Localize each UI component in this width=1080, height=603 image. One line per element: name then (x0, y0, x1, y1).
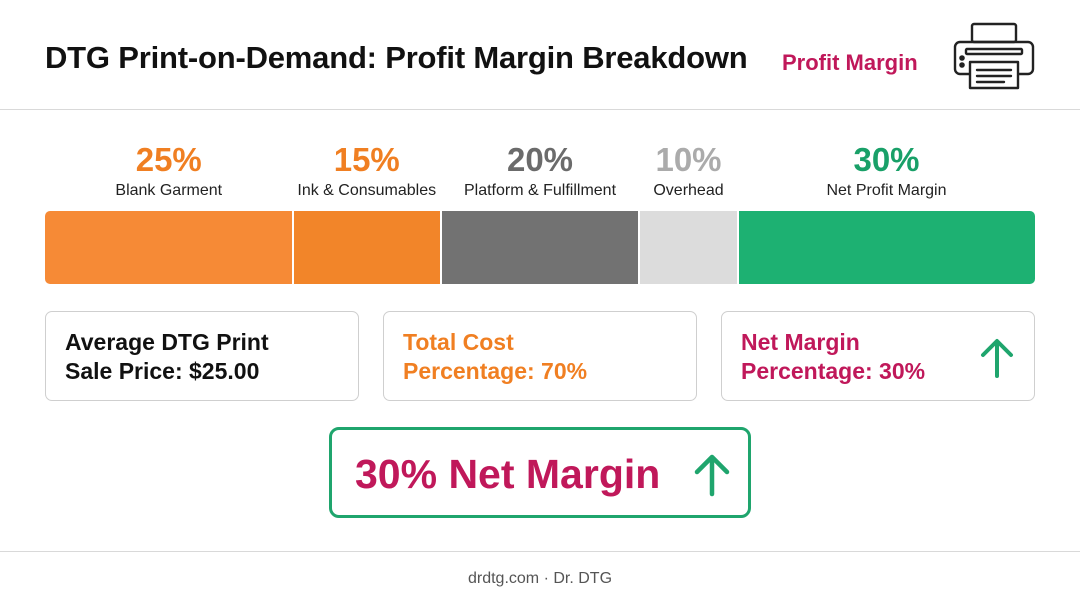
bar-segment-4 (640, 211, 737, 284)
segment-name: Ink & Consumables (297, 182, 437, 199)
printer-icon (953, 22, 1035, 90)
arrow-up-icon (981, 339, 1013, 378)
bar-segment-5 (739, 211, 1035, 284)
segment-labels: 25% Blank Garment 15% Ink & Consumables 20% P… (45, 140, 1035, 210)
card-total-cost: Total Cost Percentage: 70% (383, 311, 697, 401)
page-title: DTG Print-on-Demand: Profit Margin Break… (45, 40, 748, 75)
bar-segment-1 (45, 211, 292, 284)
page-subtitle: Profit Margin (782, 50, 918, 75)
bar-segment-2 (293, 211, 440, 284)
segment-name: Platform & Fulfillment (463, 182, 617, 199)
segment-label-4: 10% Overhead (639, 140, 738, 202)
card-sale-price-text: Average DTG Print Sale Price: $25.00 (65, 329, 269, 384)
card-net-margin-text: Net Margin Percentage: 30% (741, 329, 926, 384)
segment-value: 15% (333, 141, 400, 178)
segment-label-2: 15% Ink & Consumables (293, 140, 442, 202)
card-net-margin: Net Margin Percentage: 30% (721, 311, 1035, 401)
bar-segment-3 (442, 211, 638, 284)
card-sale-price: Average DTG Print Sale Price: $25.00 (45, 311, 359, 401)
segment-label-1: 25% Blank Garment (45, 140, 293, 202)
stacked-bar (45, 211, 1035, 284)
segment-name: Net Profit Margin (826, 182, 947, 199)
segment-name: Blank Garment (115, 182, 223, 199)
segment-label-5: 30% Net Profit Margin (738, 140, 1035, 202)
highlight-text: 30% Net Margin (355, 451, 661, 497)
segment-label-3: 20% Platform & Fulfillment (441, 140, 639, 202)
segment-name: Overhead (653, 182, 724, 199)
highlight-box: 30% Net Margin (329, 427, 751, 518)
footer-text: drdtg.com · Dr. DTG (467, 570, 613, 587)
header: DTG Print-on-Demand: Profit Margin Break… (0, 0, 1080, 110)
segment-value: 30% (853, 141, 920, 178)
segment-value: 10% (655, 141, 722, 178)
footer-divider (0, 551, 1080, 552)
arrow-up-icon (694, 454, 730, 497)
segment-value: 25% (135, 141, 202, 178)
card-total-cost-text: Total Cost Percentage: 70% (403, 329, 588, 384)
segment-value: 20% (506, 141, 574, 178)
